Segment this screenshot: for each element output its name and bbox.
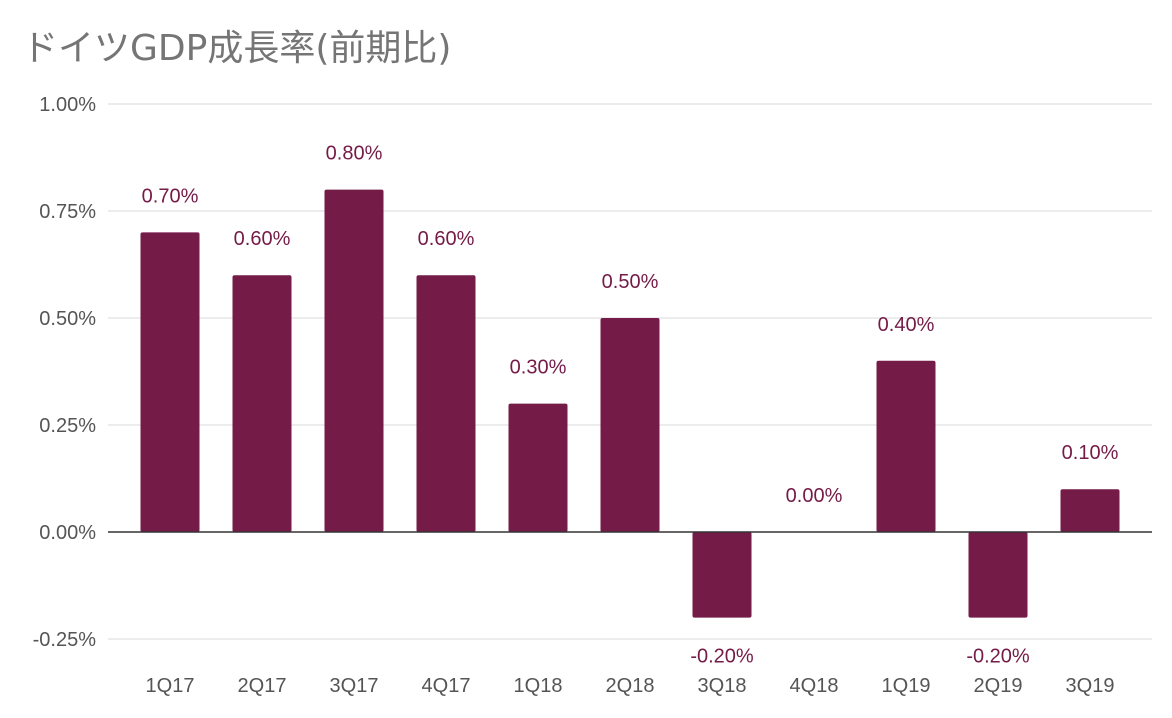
y-tick-label: 0.25% xyxy=(39,415,96,437)
data-labels: 0.70% 0.60% 0.80% 0.60% 0.30% 0.50% -0.20% 0.00… xyxy=(142,143,1119,668)
data-label: 0.00% xyxy=(786,485,843,507)
y-axis-ticks: 1.00% 0.75% 0.50% 0.25% 0.00% -0.25% xyxy=(33,94,97,651)
bar xyxy=(692,532,752,618)
data-label: -0.20% xyxy=(690,646,754,668)
bar xyxy=(416,275,476,532)
x-tick-label: 2Q19 xyxy=(974,675,1023,697)
x-tick-label: 3Q19 xyxy=(1066,675,1115,697)
x-tick-label: 2Q17 xyxy=(238,675,287,697)
bar xyxy=(968,532,1028,618)
y-tick-label: -0.25% xyxy=(33,629,97,651)
x-tick-label: 3Q17 xyxy=(330,675,379,697)
bars xyxy=(140,189,1120,618)
x-tick-label: 1Q19 xyxy=(882,675,931,697)
x-tick-label: 1Q17 xyxy=(146,675,195,697)
chart-title: ドイツGDP成長率(前期比) xyxy=(22,28,451,69)
data-label: 0.40% xyxy=(878,314,935,336)
bar xyxy=(508,403,568,532)
y-tick-label: 1.00% xyxy=(39,94,96,116)
x-tick-label: 4Q17 xyxy=(422,675,471,697)
data-label: 0.10% xyxy=(1062,442,1119,464)
bar xyxy=(324,189,384,532)
x-tick-label: 2Q18 xyxy=(606,675,655,697)
bar xyxy=(876,360,936,532)
data-label: 0.30% xyxy=(510,357,567,379)
data-label: 0.80% xyxy=(326,143,383,165)
x-tick-label: 3Q18 xyxy=(698,675,747,697)
bar xyxy=(1060,489,1120,532)
bar xyxy=(232,275,292,532)
bar xyxy=(140,232,200,532)
data-label: 0.50% xyxy=(602,271,659,293)
y-tick-label: 0.50% xyxy=(39,308,96,330)
data-label: 0.60% xyxy=(418,228,475,250)
x-tick-label: 1Q18 xyxy=(514,675,563,697)
data-label: 0.70% xyxy=(142,185,199,207)
data-label: -0.20% xyxy=(966,646,1030,668)
x-tick-label: 4Q18 xyxy=(790,675,839,697)
x-axis-ticks: 1Q17 2Q17 3Q17 4Q17 1Q18 2Q18 3Q18 4Q18 1Q19 2Q19… xyxy=(146,675,1115,697)
y-tick-label: 0.75% xyxy=(39,201,96,223)
y-tick-label: 0.00% xyxy=(39,522,96,544)
data-label: 0.60% xyxy=(234,228,291,250)
bar xyxy=(600,318,660,532)
